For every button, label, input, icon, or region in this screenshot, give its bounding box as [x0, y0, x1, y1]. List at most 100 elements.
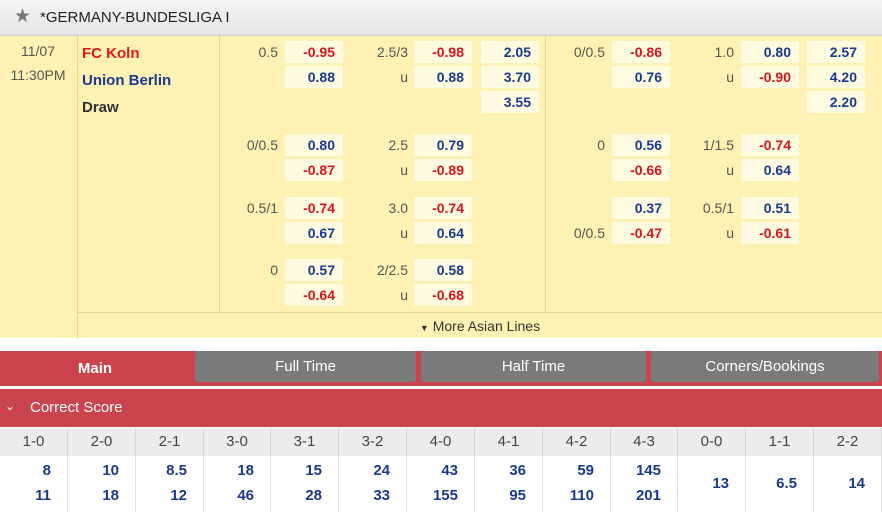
alt-ft-ou-over[interactable]: 0.58: [414, 259, 472, 281]
divider: [77, 36, 78, 338]
ft-1x2-away-odds[interactable]: 3.70: [481, 66, 539, 88]
score-col-header: 4-3: [611, 428, 678, 456]
away-score-odds[interactable]: 28: [305, 487, 322, 504]
home-score-odds[interactable]: 8: [42, 462, 51, 479]
more-asian-lines-link[interactable]: ▼ More Asian Lines: [78, 312, 882, 338]
alt-ft-ou-over[interactable]: -0.74: [414, 197, 472, 219]
alt-ft-hdp-line: 0/0.5: [246, 137, 278, 153]
alt-fh-hdp-home[interactable]: 0.37: [612, 197, 670, 219]
draw-score-odds[interactable]: 13: [712, 475, 729, 492]
score-col-header: 2-0: [68, 428, 136, 456]
league-title: *GERMANY-BUNDESLIGA I: [40, 9, 230, 26]
fh-ou-under-odds[interactable]: -0.90: [741, 66, 799, 88]
alt-fh-ou-under-label: u: [726, 162, 734, 178]
score-odds-cell: 8.5 12: [136, 456, 204, 512]
ft-1x2-draw-odds[interactable]: 3.55: [481, 91, 539, 113]
alt-fh-hdp-home[interactable]: 0.56: [612, 134, 670, 156]
ft-ou-under-odds[interactable]: 0.88: [414, 66, 472, 88]
caret-down-icon: ▼: [419, 323, 429, 333]
tab-full-time[interactable]: Full Time: [195, 351, 416, 382]
ft-1x2-home-odds[interactable]: 2.05: [481, 41, 539, 63]
divider: [219, 36, 220, 312]
alt-fh-hdp-away[interactable]: -0.47: [612, 222, 670, 244]
score-col-header: 4-0: [407, 428, 475, 456]
away-score-odds[interactable]: 33: [373, 487, 390, 504]
fh-1x2-away-odds[interactable]: 4.20: [807, 66, 865, 88]
fh-ou-over-odds[interactable]: 0.80: [741, 41, 799, 63]
draw-score-odds[interactable]: 6.5: [776, 475, 797, 492]
home-score-odds[interactable]: 8.5: [166, 462, 187, 479]
alt-ft-hdp-home[interactable]: -0.74: [285, 197, 343, 219]
alt-ft-ou-under[interactable]: 0.64: [414, 222, 472, 244]
fh-ou-under-label: u: [726, 69, 734, 85]
alt-fh-ou-over[interactable]: -0.74: [741, 134, 799, 156]
fh-1x2-draw-odds[interactable]: 2.20: [807, 91, 865, 113]
alt-fh-hdp-line: 0: [597, 137, 605, 153]
chevron-down-icon[interactable]: ⌄: [5, 399, 16, 413]
score-col-header: 4-2: [543, 428, 611, 456]
tab-corners-bookings[interactable]: Corners/Bookings: [651, 351, 879, 382]
score-odds-cell: 24 33: [339, 456, 407, 512]
score-odds-cell: 36 95: [475, 456, 543, 512]
score-col-header: 3-2: [339, 428, 407, 456]
fh-1x2-home-odds[interactable]: 2.57: [807, 41, 865, 63]
alt-ft-ou-under[interactable]: -0.89: [414, 159, 472, 181]
alt-ft-ou-under[interactable]: -0.68: [414, 284, 472, 306]
score-col-header: 0-0: [678, 428, 746, 456]
ft-hdp-away-odds[interactable]: 0.88: [285, 66, 343, 88]
score-odds-cell: 145 201: [611, 456, 678, 512]
away-score-odds[interactable]: 201: [635, 487, 661, 504]
away-score-odds[interactable]: 46: [237, 487, 254, 504]
home-team[interactable]: FC Koln: [82, 45, 140, 62]
fh-hdp-away-odds[interactable]: 0.76: [612, 66, 670, 88]
score-col-header: 3-1: [271, 428, 339, 456]
ft-hdp-line: 0.5: [258, 44, 278, 60]
away-score-odds[interactable]: 110: [569, 487, 594, 504]
away-score-odds[interactable]: 11: [35, 487, 51, 504]
tab-half-time[interactable]: Half Time: [421, 351, 646, 382]
home-score-odds[interactable]: 24: [373, 462, 390, 479]
home-score-odds[interactable]: 15: [305, 462, 322, 479]
away-team[interactable]: Union Berlin: [82, 72, 172, 89]
more-asian-lines-label: More Asian Lines: [432, 318, 541, 334]
alt-ft-ou-under-label: u: [400, 287, 408, 303]
alt-ft-hdp-away[interactable]: -0.64: [285, 284, 343, 306]
away-score-odds[interactable]: 155: [432, 487, 458, 504]
alt-fh-ou-over[interactable]: 0.51: [741, 197, 799, 219]
alt-fh-hdp-away[interactable]: -0.66: [612, 159, 670, 181]
ft-hdp-home-odds[interactable]: -0.95: [285, 41, 343, 63]
away-score-odds[interactable]: 95: [509, 487, 526, 504]
alt-ft-hdp-home[interactable]: 0.57: [285, 259, 343, 281]
score-odds-cell: 15 28: [271, 456, 339, 512]
home-score-odds[interactable]: 10: [102, 462, 119, 479]
score-odds-cell: 6.5: [746, 456, 814, 512]
score-col-header: 4-1: [475, 428, 543, 456]
tab-main[interactable]: Main: [0, 351, 190, 386]
alt-ft-hdp-home[interactable]: 0.80: [285, 134, 343, 156]
home-score-odds[interactable]: 36: [509, 462, 526, 479]
home-score-odds[interactable]: 59: [577, 462, 594, 479]
alt-fh-ou-under[interactable]: 0.64: [741, 159, 799, 181]
home-score-odds[interactable]: 145: [635, 462, 661, 479]
draw-label: Draw: [82, 99, 119, 116]
fh-hdp-home-odds[interactable]: -0.86: [612, 41, 670, 63]
away-score-odds[interactable]: 12: [170, 487, 187, 504]
alt-ft-hdp-away[interactable]: 0.67: [285, 222, 343, 244]
ft-ou-over-odds[interactable]: -0.98: [414, 41, 472, 63]
away-score-odds[interactable]: 18: [102, 487, 119, 504]
alt-ft-hdp-away[interactable]: -0.87: [285, 159, 343, 181]
score-col-header: 1-0: [0, 428, 68, 456]
correct-score-title: Correct Score: [30, 399, 123, 416]
alt-fh-hdp-line: 0/0.5: [573, 225, 605, 241]
score-col-header: 3-0: [204, 428, 271, 456]
draw-score-odds[interactable]: 14: [848, 475, 865, 492]
market-tabs: Main Full Time Half Time Corners/Booking…: [0, 351, 882, 386]
home-score-odds[interactable]: 18: [237, 462, 254, 479]
alt-fh-ou-line: 0.5/1: [702, 200, 734, 216]
star-icon[interactable]: ★: [14, 6, 32, 27]
alt-ft-ou-over[interactable]: 0.79: [414, 134, 472, 156]
alt-fh-ou-under[interactable]: -0.61: [741, 222, 799, 244]
score-odds-cell: 18 46: [204, 456, 271, 512]
home-score-odds[interactable]: 43: [441, 462, 458, 479]
correct-score-header[interactable]: ⌄ Correct Score: [0, 389, 882, 427]
